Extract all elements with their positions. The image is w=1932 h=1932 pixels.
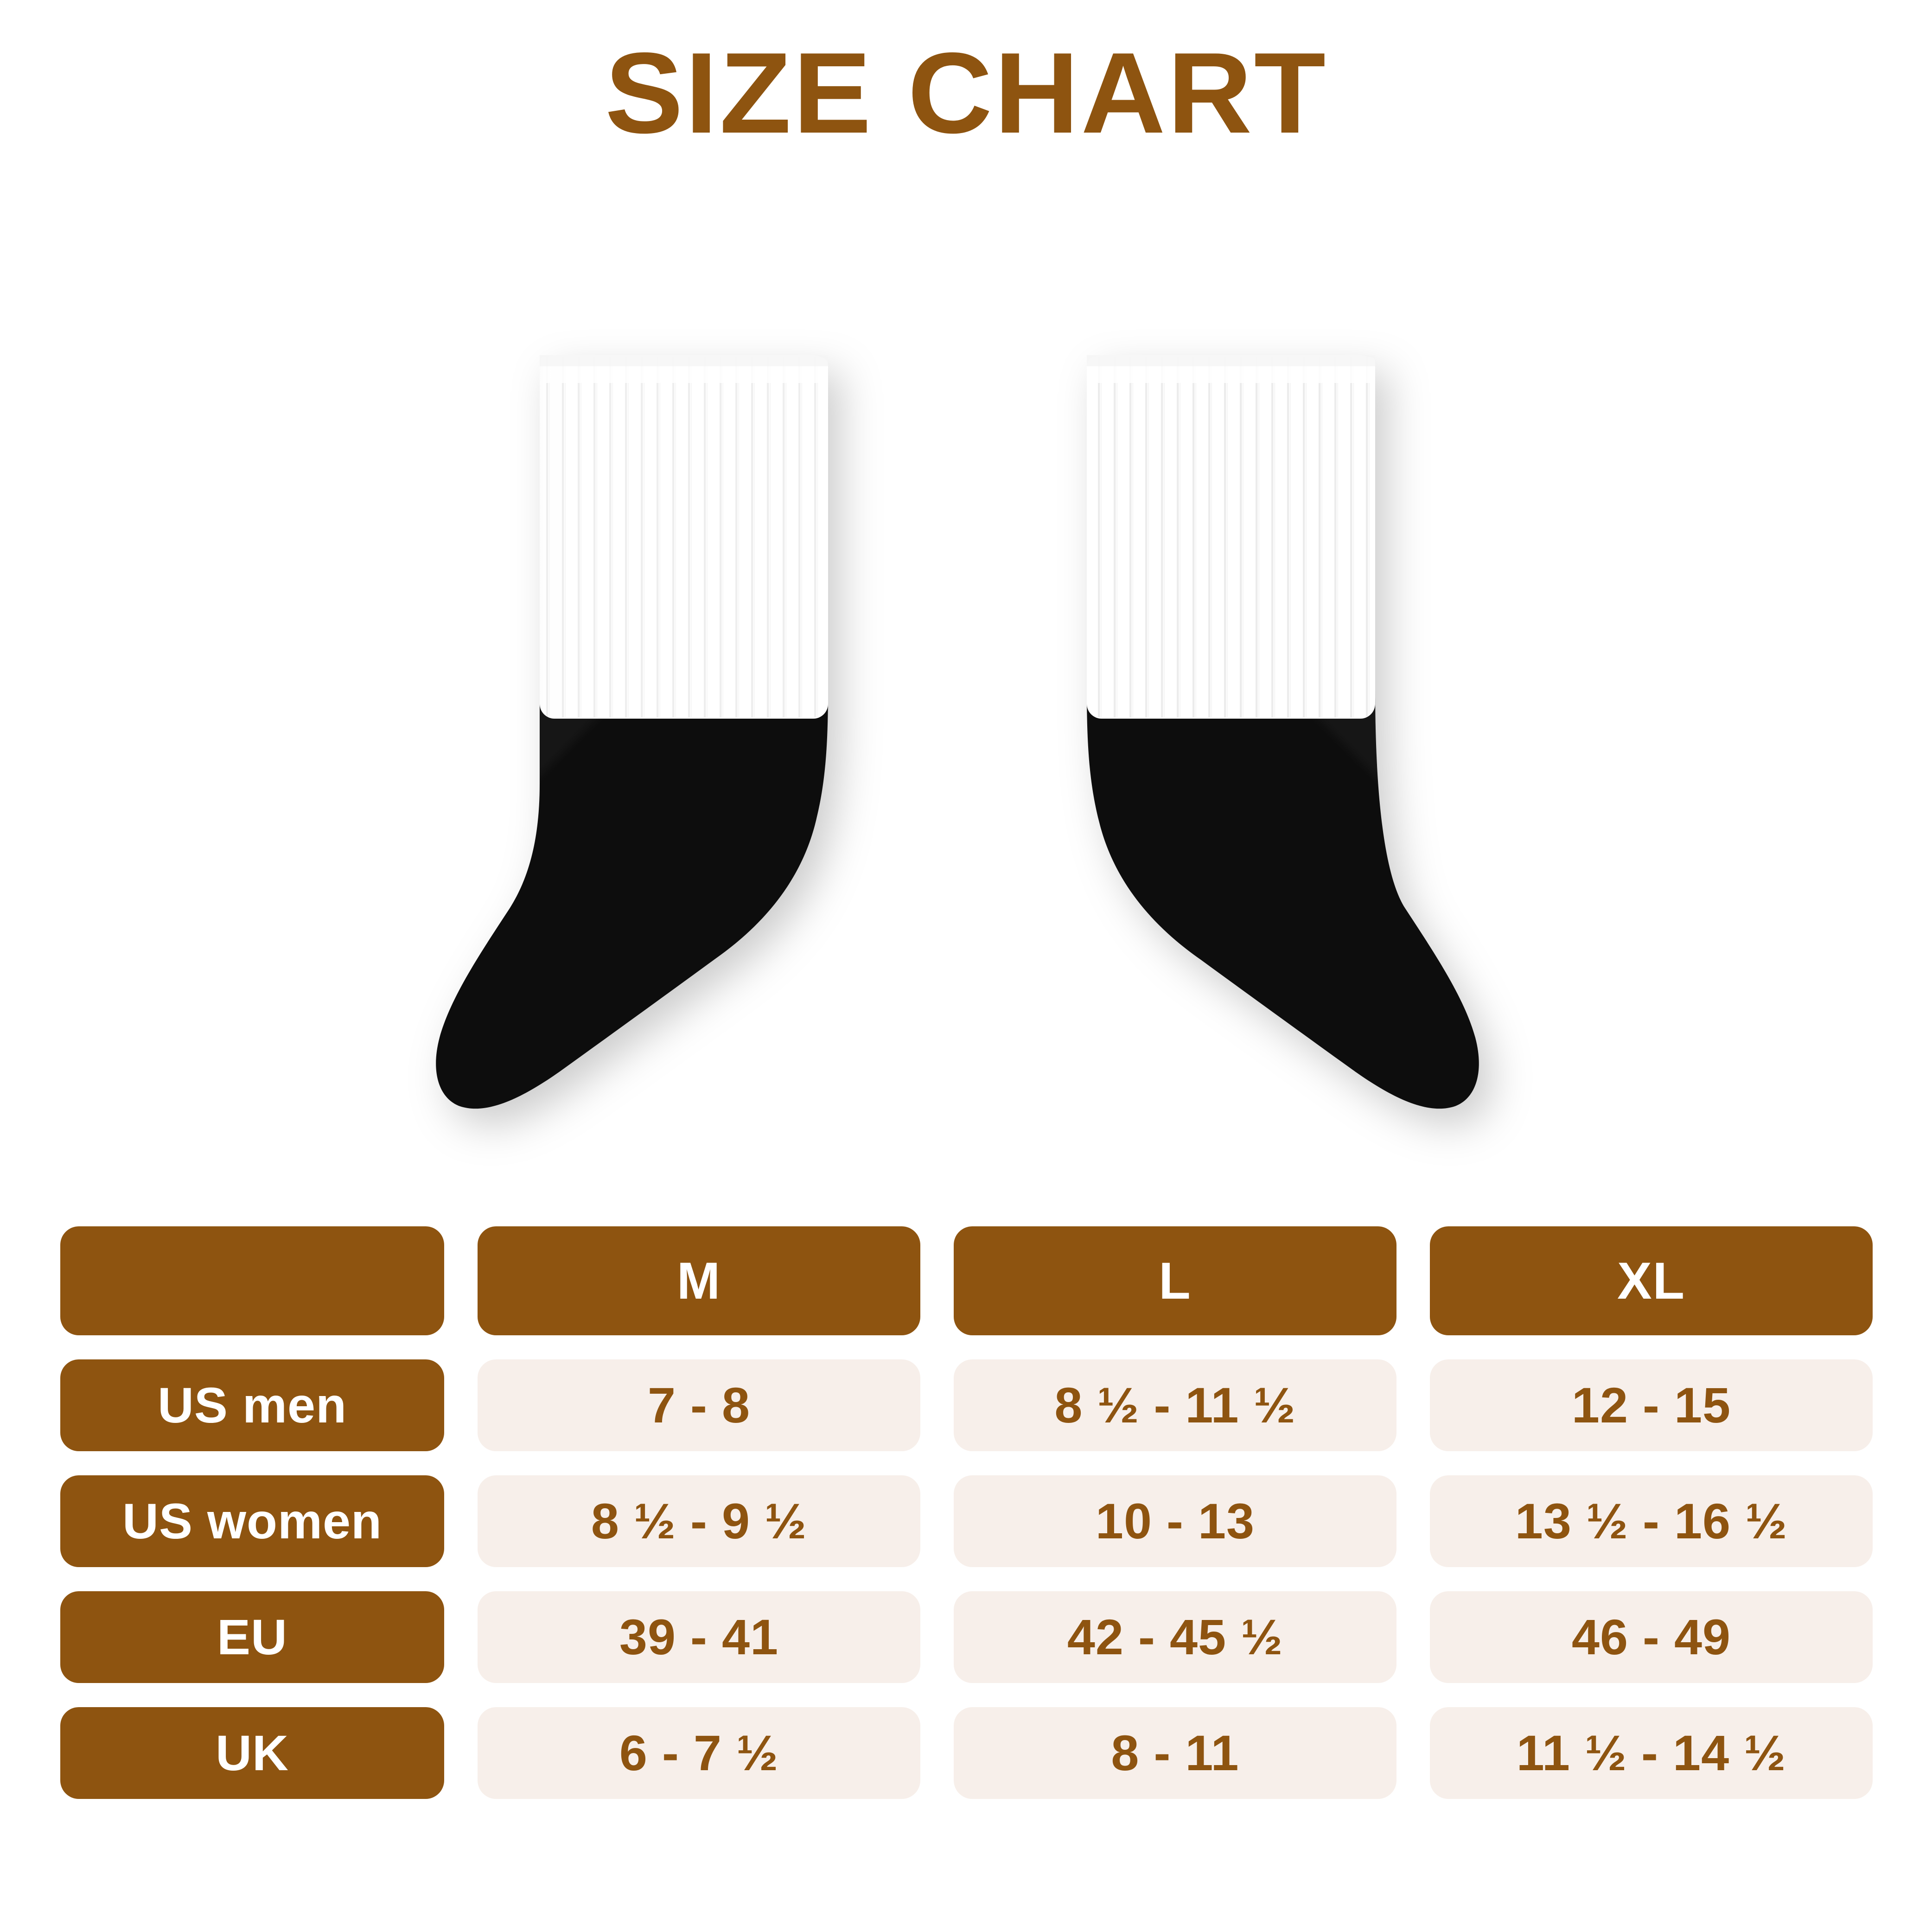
gutter [1396, 1707, 1430, 1799]
gutter [920, 1359, 954, 1451]
gutter [920, 1226, 954, 1335]
gutter [1396, 1359, 1430, 1451]
cell-us-women-l: 10 - 13 [954, 1475, 1396, 1567]
gutter [444, 1707, 478, 1799]
right-sock [988, 348, 1479, 1266]
size-chart-table: M L XL US men 7 - 8 8 ½ - 11 ½ 12 - 15 U… [60, 1226, 1873, 1799]
left-sock [436, 348, 927, 1266]
header-cell-m: M [478, 1226, 920, 1335]
gutter [920, 1475, 954, 1567]
table-header-row: M L XL [60, 1226, 1873, 1335]
header-cell-l: L [954, 1226, 1396, 1335]
table-row: EU 39 - 41 42 - 45 ½ 46 - 49 [60, 1591, 1873, 1683]
cell-us-women-m: 8 ½ - 9 ½ [478, 1475, 920, 1567]
title-area: SIZE CHART [0, 0, 1932, 153]
row-label-us-women: US women [60, 1475, 444, 1567]
gutter [1396, 1475, 1430, 1567]
header-cell-xl: XL [1430, 1226, 1873, 1335]
gutter [920, 1707, 954, 1799]
table-row: US women 8 ½ - 9 ½ 10 - 13 13 ½ - 16 ½ [60, 1475, 1873, 1567]
table-row: US men 7 - 8 8 ½ - 11 ½ 12 - 15 [60, 1359, 1873, 1451]
gutter [444, 1359, 478, 1451]
cell-us-men-l: 8 ½ - 11 ½ [954, 1359, 1396, 1451]
cell-eu-m: 39 - 41 [478, 1591, 920, 1683]
row-label-us-men: US men [60, 1359, 444, 1451]
cell-uk-xl: 11 ½ - 14 ½ [1430, 1707, 1873, 1799]
gutter [444, 1591, 478, 1683]
cell-uk-m: 6 - 7 ½ [478, 1707, 920, 1799]
cell-eu-l: 42 - 45 ½ [954, 1591, 1396, 1683]
gutter [444, 1475, 478, 1567]
cell-us-women-xl: 13 ½ - 16 ½ [1430, 1475, 1873, 1567]
left-sock-body [436, 355, 828, 1109]
header-cell-blank [60, 1226, 444, 1335]
gutter [1396, 1591, 1430, 1683]
gutter [1396, 1226, 1430, 1335]
cell-eu-xl: 46 - 49 [1430, 1591, 1873, 1683]
row-label-uk: UK [60, 1707, 444, 1799]
gutter [920, 1591, 954, 1683]
gutter [444, 1226, 478, 1335]
cell-us-men-xl: 12 - 15 [1430, 1359, 1873, 1451]
product-image-socks [0, 153, 1932, 1145]
cell-us-men-m: 7 - 8 [478, 1359, 920, 1451]
table-row: UK 6 - 7 ½ 8 - 11 11 ½ - 14 ½ [60, 1707, 1873, 1799]
right-sock-body [1087, 355, 1479, 1109]
page-title: SIZE CHART [605, 28, 1327, 157]
row-label-eu: EU [60, 1591, 444, 1683]
cell-uk-l: 8 - 11 [954, 1707, 1396, 1799]
